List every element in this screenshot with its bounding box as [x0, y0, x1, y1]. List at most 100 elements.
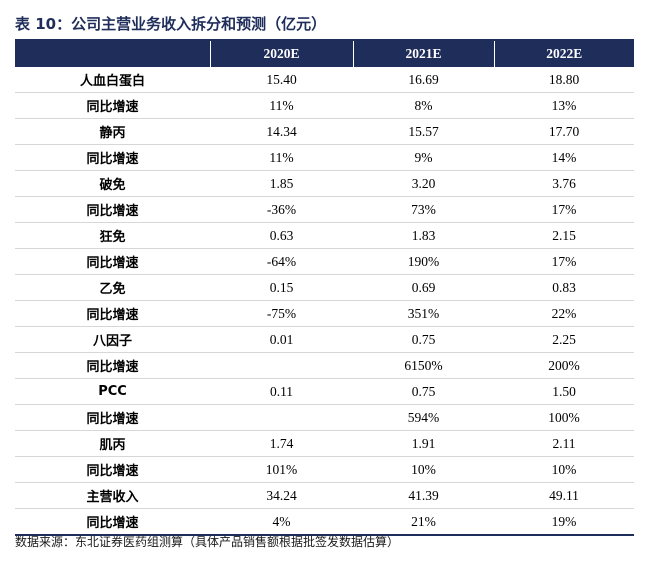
value-cell: 16.69 — [353, 67, 494, 93]
table-row: 同比增速 4% 21% 19% — [15, 508, 634, 536]
row-label-cell: PCC — [15, 378, 210, 405]
value-cell: 4% — [210, 508, 353, 536]
table-row: 同比增速 594% 100% — [15, 404, 634, 431]
table-title: 表 10：公司主营业务收入拆分和预测（亿元） — [15, 15, 327, 33]
value-cell: 351% — [353, 300, 494, 327]
table-row: 同比增速 11% 8% 13% — [15, 92, 634, 119]
table-row: 同比增速 11% 9% 14% — [15, 144, 634, 171]
header-cell-2022e: 2022E — [493, 41, 634, 67]
header-cell-2020e: 2020E — [209, 41, 353, 67]
table-row: 八因子 0.01 0.75 2.25 — [15, 326, 634, 353]
value-cell: 15.40 — [210, 67, 353, 93]
title-rule — [15, 39, 634, 41]
value-cell: 1.85 — [210, 170, 353, 197]
value-cell: 190% — [353, 248, 494, 275]
value-cell: 0.11 — [210, 378, 353, 405]
table-row: 同比增速 -64% 190% 17% — [15, 248, 634, 275]
value-cell: 10% — [494, 456, 634, 483]
value-cell: 8% — [353, 92, 494, 119]
row-label-cell: 静丙 — [15, 118, 210, 145]
row-label-cell: 同比增速 — [15, 196, 210, 223]
row-label-cell: 同比增速 — [15, 300, 210, 327]
value-cell: 0.75 — [353, 378, 494, 405]
row-label-cell: 狂免 — [15, 222, 210, 249]
row-label-cell: 同比增速 — [15, 248, 210, 275]
table-row: 同比增速 -36% 73% 17% — [15, 196, 634, 223]
value-cell: 9% — [353, 144, 494, 171]
table-row: 破免 1.85 3.20 3.76 — [15, 170, 634, 197]
value-cell: 18.80 — [494, 67, 634, 93]
value-cell: 17.70 — [494, 118, 634, 145]
row-label-cell: 主营收入 — [15, 482, 210, 509]
value-cell: -75% — [210, 300, 353, 327]
row-label-cell: 同比增速 — [15, 404, 210, 431]
value-cell — [210, 404, 353, 431]
value-cell: 17% — [494, 248, 634, 275]
value-cell: 0.83 — [494, 274, 634, 301]
value-cell: 2.15 — [494, 222, 634, 249]
value-cell: 15.57 — [353, 118, 494, 145]
row-label-cell: 同比增速 — [15, 456, 210, 483]
value-cell: 21% — [353, 508, 494, 536]
value-cell: 101% — [210, 456, 353, 483]
value-cell: 22% — [494, 300, 634, 327]
revenue-table: 2020E 2021E 2022E 人血白蛋白 15.40 16.69 18.80 同比… — [15, 41, 634, 536]
table-row: 同比增速 101% 10% 10% — [15, 456, 634, 483]
value-cell: 1.50 — [494, 378, 634, 405]
value-cell: 594% — [353, 404, 494, 431]
value-cell: 10% — [353, 456, 494, 483]
value-cell: 200% — [494, 352, 634, 379]
value-cell: 1.74 — [210, 430, 353, 457]
value-cell: 1.91 — [353, 430, 494, 457]
value-cell: 3.76 — [494, 170, 634, 197]
row-label-cell: 同比增速 — [15, 508, 210, 536]
value-cell: 41.39 — [353, 482, 494, 509]
value-cell: 19% — [494, 508, 634, 536]
table-row: 肌丙 1.74 1.91 2.11 — [15, 430, 634, 457]
value-cell: 100% — [494, 404, 634, 431]
value-cell: 0.15 — [210, 274, 353, 301]
value-cell: 34.24 — [210, 482, 353, 509]
row-label-cell: 乙免 — [15, 274, 210, 301]
row-label-cell: 同比增速 — [15, 144, 210, 171]
value-cell: -36% — [210, 196, 353, 223]
value-cell — [210, 352, 353, 379]
row-label-cell: 同比增速 — [15, 92, 210, 119]
row-label-cell: 破免 — [15, 170, 210, 197]
value-cell: 1.83 — [353, 222, 494, 249]
value-cell: 0.69 — [353, 274, 494, 301]
value-cell: 2.11 — [494, 430, 634, 457]
value-cell: 11% — [210, 92, 353, 119]
row-label-cell: 肌丙 — [15, 430, 210, 457]
row-label-cell: 八因子 — [15, 326, 210, 353]
table-row: 乙免 0.15 0.69 0.83 — [15, 274, 634, 301]
value-cell: 0.75 — [353, 326, 494, 353]
value-cell: 6150% — [353, 352, 494, 379]
table-row: 主营收入 34.24 41.39 49.11 — [15, 482, 634, 509]
table-row: 人血白蛋白 15.40 16.69 18.80 — [15, 67, 634, 93]
value-cell: 13% — [494, 92, 634, 119]
table-row: 静丙 14.34 15.57 17.70 — [15, 118, 634, 145]
value-cell: 11% — [210, 144, 353, 171]
value-cell: 14% — [494, 144, 634, 171]
table-body: 人血白蛋白 15.40 16.69 18.80 同比增速 11% 8% 13% 静丙 14.34 1… — [15, 67, 634, 536]
header-cell-product — [15, 41, 210, 67]
row-label-cell: 人血白蛋白 — [15, 67, 210, 93]
table-row: 同比增速 -75% 351% 22% — [15, 300, 634, 327]
value-cell: 17% — [494, 196, 634, 223]
value-cell: 2.25 — [494, 326, 634, 353]
value-cell: 73% — [353, 196, 494, 223]
header-cell-2021e: 2021E — [352, 41, 494, 67]
value-cell: 0.01 — [210, 326, 353, 353]
header-row: 2020E 2021E 2022E — [15, 41, 634, 67]
table-row: PCC 0.11 0.75 1.50 — [15, 378, 634, 405]
value-cell: 3.20 — [353, 170, 494, 197]
value-cell: -64% — [210, 248, 353, 275]
value-cell: 0.63 — [210, 222, 353, 249]
value-cell: 49.11 — [494, 482, 634, 509]
source-note: 数据来源：东北证券医药组测算（具体产品销售额根据批签发数据估算） — [15, 535, 400, 549]
table-row: 同比增速 6150% 200% — [15, 352, 634, 379]
value-cell: 14.34 — [210, 118, 353, 145]
table-row: 狂免 0.63 1.83 2.15 — [15, 222, 634, 249]
row-label-cell: 同比增速 — [15, 352, 210, 379]
